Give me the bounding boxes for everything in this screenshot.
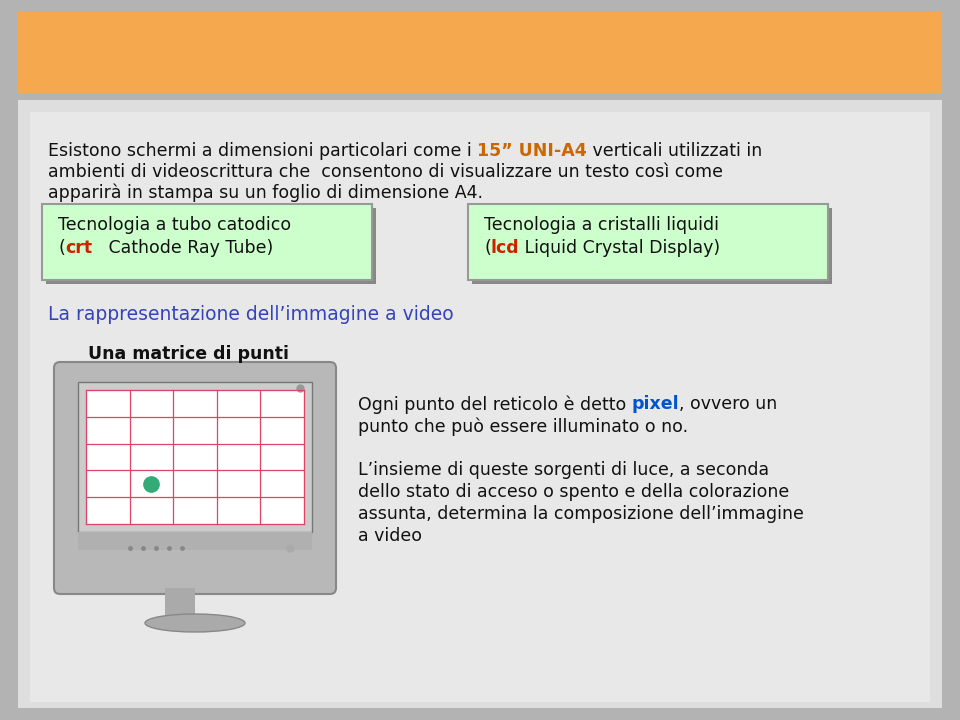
Text: La rappresentazione dell’immagine a video: La rappresentazione dell’immagine a vide…: [48, 305, 454, 324]
FancyBboxPatch shape: [54, 362, 336, 594]
FancyBboxPatch shape: [18, 100, 942, 708]
Text: (: (: [484, 239, 491, 257]
Text: lcd: lcd: [491, 239, 519, 257]
Text: Una matrice di punti: Una matrice di punti: [88, 345, 289, 363]
FancyBboxPatch shape: [18, 12, 942, 94]
Text: a video: a video: [358, 527, 422, 545]
Text: Tecnologia a tubo catodico: Tecnologia a tubo catodico: [58, 216, 291, 234]
Text: L’insieme di queste sorgenti di luce, a seconda: L’insieme di queste sorgenti di luce, a …: [358, 461, 769, 479]
Text: crt: crt: [64, 239, 92, 257]
Text: , ovvero un: , ovvero un: [680, 395, 778, 413]
Ellipse shape: [145, 614, 245, 632]
Text: assunta, determina la composizione dell’immagine: assunta, determina la composizione dell’…: [358, 505, 804, 523]
Text: dello stato di acceso o spento e della colorazione: dello stato di acceso o spento e della c…: [358, 483, 789, 501]
FancyBboxPatch shape: [472, 208, 832, 284]
FancyBboxPatch shape: [42, 204, 372, 280]
FancyBboxPatch shape: [78, 382, 312, 532]
Text: 15” UNI-A4: 15” UNI-A4: [477, 142, 587, 160]
FancyBboxPatch shape: [46, 208, 376, 284]
FancyBboxPatch shape: [468, 204, 828, 280]
Text: Tecnologia a cristalli liquidi: Tecnologia a cristalli liquidi: [484, 216, 719, 234]
FancyBboxPatch shape: [86, 390, 304, 524]
Text: Ogni punto del reticolo è detto: Ogni punto del reticolo è detto: [358, 395, 632, 413]
Text: ambienti di videoscrittura che  consentono di visualizzare un testo così come: ambienti di videoscrittura che consenton…: [48, 163, 723, 181]
FancyArrow shape: [165, 588, 195, 618]
Text: pixel: pixel: [632, 395, 680, 413]
Text: Esistono schermi a dimensioni particolari come i: Esistono schermi a dimensioni particolar…: [48, 142, 477, 160]
Text: punto che può essere illuminato o no.: punto che può essere illuminato o no.: [358, 417, 688, 436]
FancyBboxPatch shape: [30, 112, 930, 702]
Text: Cathode Ray Tube): Cathode Ray Tube): [92, 239, 274, 257]
Text: apparirà in stampa su un foglio di dimensione A4.: apparirà in stampa su un foglio di dimen…: [48, 184, 483, 202]
Text: verticali utilizzati in: verticali utilizzati in: [587, 142, 762, 160]
Text: Liquid Crystal Display): Liquid Crystal Display): [519, 239, 721, 257]
Text: (: (: [58, 239, 64, 257]
FancyBboxPatch shape: [78, 532, 312, 550]
